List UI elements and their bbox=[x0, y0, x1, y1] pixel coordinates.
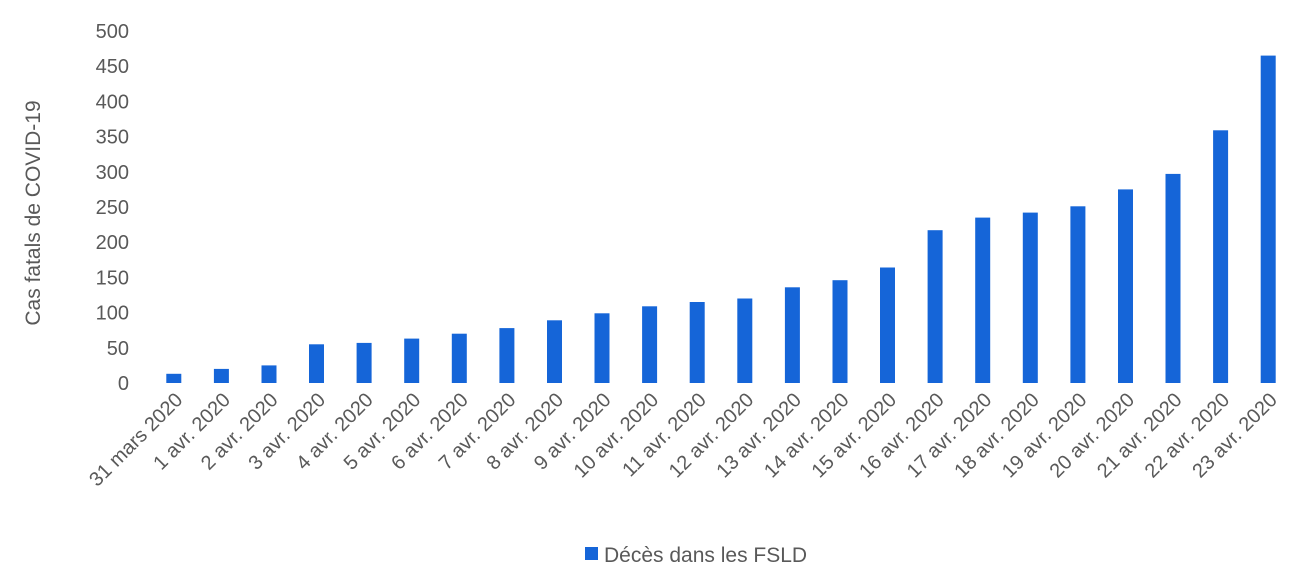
bar bbox=[880, 267, 895, 383]
legend: Décès dans les FSLD bbox=[585, 544, 807, 567]
y-axis-title: Cas fatals de COVID-19 bbox=[22, 100, 45, 325]
bar bbox=[499, 328, 515, 383]
y-tick-label: 150 bbox=[96, 267, 129, 289]
bar bbox=[1118, 189, 1133, 383]
bars bbox=[166, 55, 1276, 383]
bar bbox=[784, 287, 800, 383]
bar bbox=[1070, 206, 1086, 383]
bar bbox=[832, 280, 848, 383]
bar bbox=[261, 365, 277, 383]
y-tick-label: 350 bbox=[96, 127, 129, 149]
bar bbox=[404, 338, 420, 383]
legend-label: Décès dans les FSLD bbox=[604, 544, 807, 567]
bar bbox=[975, 217, 991, 383]
y-tick-label: 50 bbox=[107, 338, 129, 360]
bar bbox=[1022, 212, 1038, 383]
bar bbox=[737, 298, 753, 383]
bar bbox=[451, 333, 467, 383]
y-tick-label: 500 bbox=[96, 21, 129, 43]
y-tick-label: 200 bbox=[96, 232, 129, 254]
bar bbox=[356, 342, 372, 383]
bar bbox=[1165, 173, 1181, 383]
bar bbox=[689, 302, 705, 383]
legend-swatch bbox=[585, 547, 598, 560]
y-tick-label: 400 bbox=[96, 91, 129, 113]
y-axis-ticks: 0 50 100 150 200 250 300 350 400 450 500 bbox=[96, 21, 129, 395]
bar bbox=[1213, 130, 1229, 383]
y-tick-label: 0 bbox=[118, 373, 129, 395]
y-tick-label: 450 bbox=[96, 56, 129, 78]
bar bbox=[642, 306, 658, 383]
bar bbox=[213, 368, 229, 383]
y-tick-label: 250 bbox=[96, 197, 129, 219]
bar bbox=[594, 313, 610, 383]
y-tick-label: 100 bbox=[96, 303, 129, 325]
bar bbox=[166, 373, 182, 383]
bar bbox=[309, 344, 324, 383]
y-tick-label: 300 bbox=[96, 162, 129, 184]
bar bbox=[1260, 55, 1276, 383]
bar bbox=[927, 230, 943, 383]
bar bbox=[547, 320, 562, 383]
